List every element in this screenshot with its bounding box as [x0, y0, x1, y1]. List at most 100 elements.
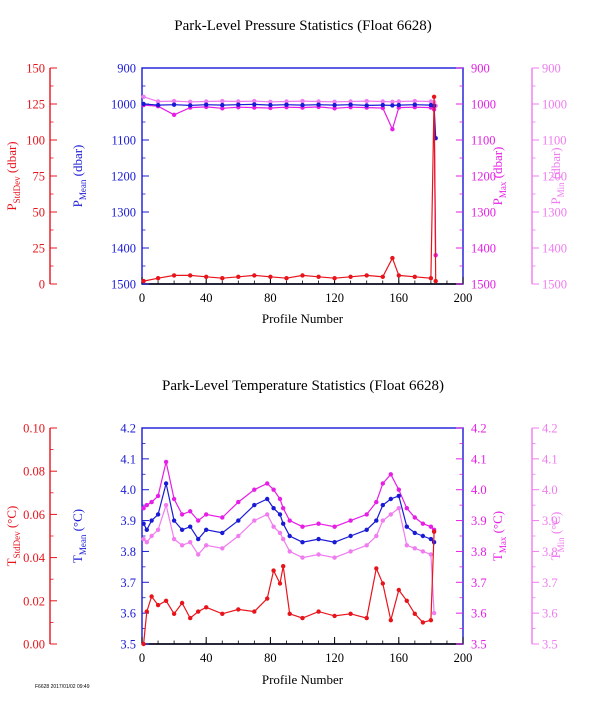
data-point [271, 487, 276, 492]
data-point [196, 552, 201, 557]
data-point [332, 524, 337, 529]
y-tick-label: 4.1 [120, 452, 136, 466]
data-point [332, 613, 337, 619]
y-tick-label: 1200 [111, 170, 136, 184]
data-point [348, 518, 353, 523]
y-tick-label: 3.6 [120, 607, 136, 621]
y-axis-min: 3.5 3.6 3.7 3.8 3.9 4.0 4.1 4.2 TMin (°C) [531, 422, 566, 652]
data-point [188, 99, 193, 105]
chart-panel-2: Park-Level Temperature Statistics (Float… [4, 378, 566, 687]
data-point [271, 524, 276, 529]
data-point [364, 512, 369, 517]
data-point [287, 611, 292, 616]
data-point [265, 596, 270, 601]
y-tick-label: 0 [39, 278, 45, 292]
y-tick-label: 0.02 [23, 594, 45, 608]
series-line [143, 96, 437, 282]
y-tick-label: 1400 [542, 242, 567, 256]
y-tick-label: 4.1 [471, 452, 487, 466]
data-point [171, 273, 177, 278]
data-point [220, 276, 225, 281]
chart-title: Park-Level Pressure Statistics (Float 66… [174, 18, 431, 34]
data-point [196, 536, 201, 542]
data-point [271, 568, 276, 573]
data-point [390, 103, 395, 108]
y-tick-label: 4.2 [471, 422, 487, 436]
y-tick-label: 1100 [542, 134, 567, 148]
data-point [196, 518, 201, 523]
axis-subscript: StdDev [12, 531, 22, 559]
footer-text: F6628 2017/01/02 09:49 [35, 684, 90, 690]
data-point [396, 506, 401, 511]
data-point [236, 533, 241, 539]
data-point [149, 499, 154, 505]
axis-subscript: Min [556, 537, 566, 553]
data-point [380, 518, 385, 523]
y-tick-label: 1400 [471, 242, 496, 256]
y-axis-stddev: 0 25 50 75 100 125 150 PStdDev (dbar) [4, 62, 57, 292]
data-point [188, 615, 193, 621]
y-tick-label: 1200 [542, 170, 567, 184]
y-tick-label: 3.7 [542, 576, 558, 590]
data-point [332, 555, 337, 560]
data-point [332, 276, 337, 281]
x-tick-label: 80 [264, 651, 277, 665]
data-point [332, 102, 337, 108]
y-tick-label: 3.9 [120, 514, 136, 528]
y-tick-label: 900 [542, 62, 561, 76]
data-point [281, 536, 286, 542]
y-tick-label: 1400 [111, 242, 136, 256]
data-point [404, 543, 409, 548]
data-point [380, 274, 385, 279]
data-point [277, 512, 283, 517]
data-point [171, 536, 177, 542]
y-tick-label: 1000 [471, 98, 496, 112]
data-point [163, 598, 169, 603]
y-tick-label: 3.7 [471, 576, 487, 590]
y-tick-label: 0.04 [23, 551, 46, 565]
data-point [204, 512, 209, 517]
y-tick-label: 3.7 [120, 576, 136, 590]
y-tick-label: 125 [26, 98, 45, 112]
data-point [396, 102, 401, 108]
data-point [204, 99, 209, 104]
data-point [316, 102, 321, 107]
data-point [155, 276, 161, 281]
axis-subscript: StdDev [12, 176, 22, 204]
axis-symbol: T [490, 553, 505, 561]
data-point [149, 533, 154, 539]
series-mean [141, 481, 437, 545]
y-tick-label: 1100 [471, 134, 496, 148]
data-point [404, 598, 409, 603]
y-axis-max: 3.5 3.6 3.7 3.8 3.9 4.0 4.1 4.2 TMax (°C) [456, 422, 508, 652]
axis-unit: (dbar) [548, 147, 563, 182]
data-point [236, 607, 241, 612]
data-point [428, 552, 434, 557]
data-point [149, 518, 154, 523]
axis-subscript: Max [498, 181, 508, 198]
series-max [141, 102, 438, 258]
data-point [171, 611, 177, 616]
axis-unit: (dbar) [490, 147, 505, 182]
x-tick-label: 40 [200, 291, 213, 305]
data-point [316, 609, 321, 614]
data-point [281, 521, 286, 526]
data-point [380, 581, 385, 586]
axis-symbol: P [70, 200, 85, 207]
data-point [300, 555, 305, 560]
y-axis-title: TMin (°C) [548, 512, 566, 561]
y-tick-label: 4.0 [542, 483, 558, 497]
axis-subscript: Min [556, 182, 566, 198]
y-tick-label: 3.8 [120, 545, 136, 559]
data-point [364, 98, 369, 104]
chart-title: Park-Level Temperature Statistics (Float… [162, 378, 444, 394]
y-axis-title: TStdDev (°C) [4, 506, 22, 567]
x-axis-label: Profile Number [262, 672, 344, 687]
data-point [179, 512, 185, 517]
data-point [236, 274, 241, 279]
data-point [420, 549, 426, 554]
data-point [300, 524, 305, 529]
series-line [143, 461, 435, 531]
x-tick-label: 0 [139, 291, 145, 305]
y-axis-max: 900 1000 1100 1200 1300 1400 1500 PMax (dbar) [456, 62, 508, 292]
